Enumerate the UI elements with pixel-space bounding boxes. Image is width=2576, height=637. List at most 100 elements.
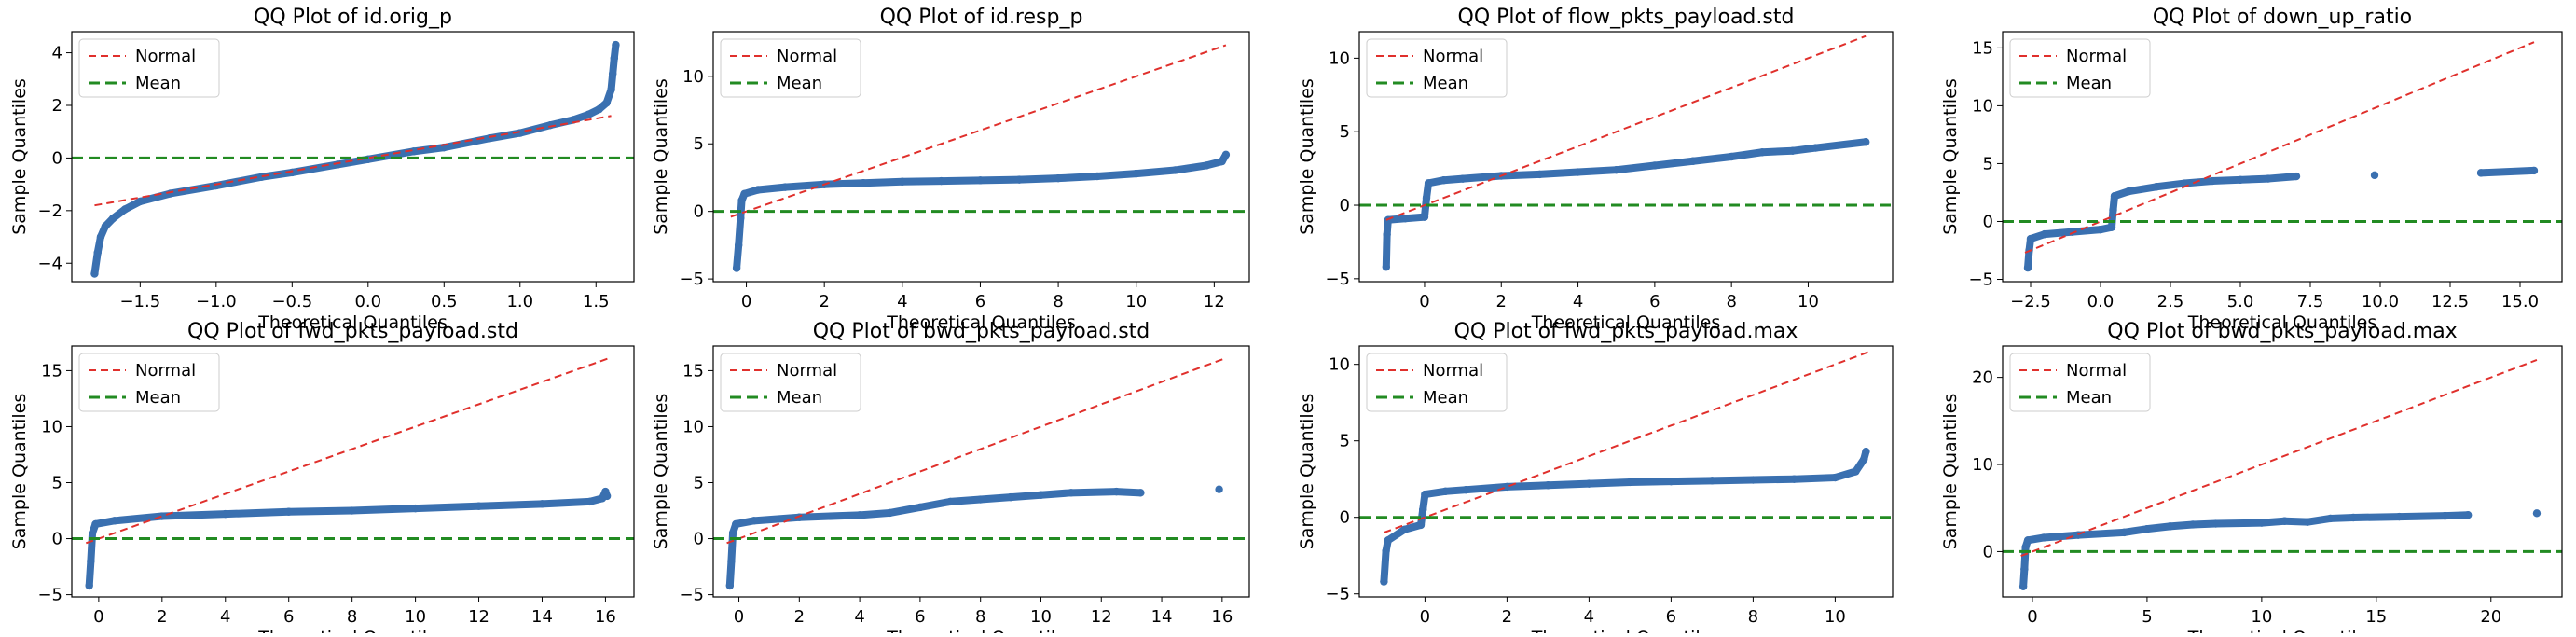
x-tick-label: 2 — [819, 292, 829, 312]
x-tick-label: 12 — [1091, 607, 1112, 627]
y-tick-label: 0 — [694, 202, 704, 222]
legend: Normal Mean — [2009, 353, 2151, 412]
qq-panel-3: 0 2 4 6 8 10 −5 0 5 10 QQ Plot of flow_pkts_payloa… — [1297, 6, 1894, 333]
legend-normal-label: Normal — [2066, 47, 2127, 66]
x-tick-label: 2 — [1502, 607, 1512, 627]
chart-title: QQ Plot of flow_pkts_payload.std — [1458, 6, 1795, 29]
point-cluster — [976, 493, 1015, 504]
point-cluster — [1689, 153, 1736, 165]
y-tick-label: 10 — [41, 417, 62, 436]
point-cluster — [166, 182, 220, 198]
axes-frame — [2002, 345, 2563, 598]
legend-mean-label: Mean — [2066, 388, 2112, 408]
point-cluster — [2326, 514, 2358, 522]
x-tick-label: 6 — [1666, 607, 1676, 627]
point-cluster — [516, 121, 555, 137]
x-tick-label: 0 — [93, 607, 103, 627]
chart-title: QQ Plot of id.resp_p — [880, 6, 1083, 29]
x-tick-label: 0 — [741, 292, 751, 312]
point-cluster — [1789, 144, 1820, 155]
x-tick-label: 2 — [1496, 292, 1507, 312]
legend: Normal Mean — [720, 38, 861, 98]
x-tick-label: 7.5 — [2297, 292, 2324, 312]
chart-title: QQ Plot of bwd_pkts_payload.std — [813, 320, 1150, 343]
x-tick-label: 2 — [794, 607, 805, 627]
x-tick-label: 0.0 — [2087, 292, 2115, 312]
normal-line — [2024, 41, 2535, 254]
legend-mean-label: Mean — [135, 388, 181, 408]
axes-frame — [712, 31, 1250, 283]
plot-area — [72, 357, 634, 590]
y-axis-label: Sample Quantiles — [9, 78, 30, 235]
x-axis-label: Theoretical Quantiles — [257, 628, 447, 633]
point-cluster — [781, 180, 829, 191]
normal-line — [730, 44, 1227, 218]
point-cluster — [886, 503, 924, 517]
point-cluster — [1459, 172, 1506, 183]
point-cluster — [1728, 148, 1767, 160]
point-cluster — [85, 557, 95, 589]
x-tick-label: −0.5 — [271, 292, 312, 312]
x-tick-label: 1.0 — [506, 292, 533, 312]
x-tick-label: 2.5 — [2157, 292, 2184, 312]
y-tick-label: −5 — [1968, 270, 1993, 290]
legend-mean-label: Mean — [2066, 74, 2112, 93]
y-tick-label: 10 — [1972, 96, 1993, 116]
qq-panel-7: 0 2 4 6 8 10 −5 0 5 10 QQ Plot of fwd_pkts_payload… — [1297, 320, 1894, 637]
x-tick-label: 8 — [347, 607, 357, 627]
plot-area — [2003, 41, 2562, 272]
point-cluster — [440, 134, 494, 152]
x-tick-label: 12.5 — [2431, 292, 2469, 312]
y-tick-label: 5 — [1340, 122, 1350, 142]
x-tick-label: 10.0 — [2362, 292, 2399, 312]
point-cluster — [136, 189, 174, 205]
point-cluster — [110, 512, 166, 525]
y-tick-label: −4 — [37, 254, 62, 273]
point-cluster — [284, 506, 356, 516]
point-cluster — [2189, 519, 2220, 529]
point-cluster — [2209, 175, 2244, 186]
point-cluster — [937, 176, 985, 186]
legend-mean-label: Mean — [1423, 388, 1468, 408]
y-axis-label: Sample Quantiles — [1940, 394, 1961, 550]
point-cluster — [1093, 170, 1140, 181]
y-tick-label: 10 — [682, 67, 704, 87]
x-tick-label: 20 — [2480, 607, 2501, 627]
x-tick-label: 14 — [1151, 607, 1173, 627]
y-tick-label: 0 — [1340, 508, 1350, 528]
x-axis-label: Theoretical Quantiles — [2187, 628, 2376, 633]
y-tick-label: 10 — [1329, 48, 1350, 68]
point-cluster — [1054, 173, 1101, 183]
y-axis-label: Sample Quantiles — [1297, 394, 1317, 550]
y-axis-label: Sample Quantiles — [651, 78, 671, 235]
point-cluster — [1612, 161, 1659, 174]
y-tick-label: −5 — [679, 586, 704, 605]
point-cluster — [1218, 150, 1230, 166]
y-tick-label: 5 — [694, 474, 704, 493]
point-cluster — [1544, 479, 1593, 490]
qq-panel-8: 0 5 10 15 20 0 10 20 QQ Plot of bwd_pkts_payload… — [1940, 320, 2563, 637]
point-cluster — [976, 175, 1024, 185]
y-tick-label: −5 — [1325, 270, 1350, 289]
point-cluster — [475, 500, 546, 510]
point-cluster — [1462, 482, 1511, 494]
normal-line — [726, 357, 1226, 545]
point-cluster — [1626, 478, 1675, 486]
point-cluster — [860, 177, 906, 187]
y-tick-label: 0 — [1983, 212, 1993, 231]
point-cluster — [2349, 513, 2404, 522]
x-axis-label: Theoretical Quantiles — [257, 312, 447, 333]
x-tick-label: 8 — [1748, 607, 1758, 627]
x-tick-label: 0.5 — [431, 292, 458, 312]
x-tick-label: 6 — [975, 292, 985, 312]
y-tick-label: −5 — [1325, 585, 1350, 604]
point-cluster — [795, 511, 864, 521]
x-tick-label: 12 — [1204, 292, 1225, 312]
y-tick-label: 5 — [52, 474, 62, 493]
x-tick-label: 8 — [1726, 292, 1736, 312]
x-axis-label: Theoretical Quantiles — [886, 312, 1075, 333]
point-cluster — [87, 529, 97, 565]
axes-frame — [71, 31, 635, 283]
y-tick-label: 5 — [1340, 432, 1350, 451]
point-cluster — [2441, 511, 2473, 520]
